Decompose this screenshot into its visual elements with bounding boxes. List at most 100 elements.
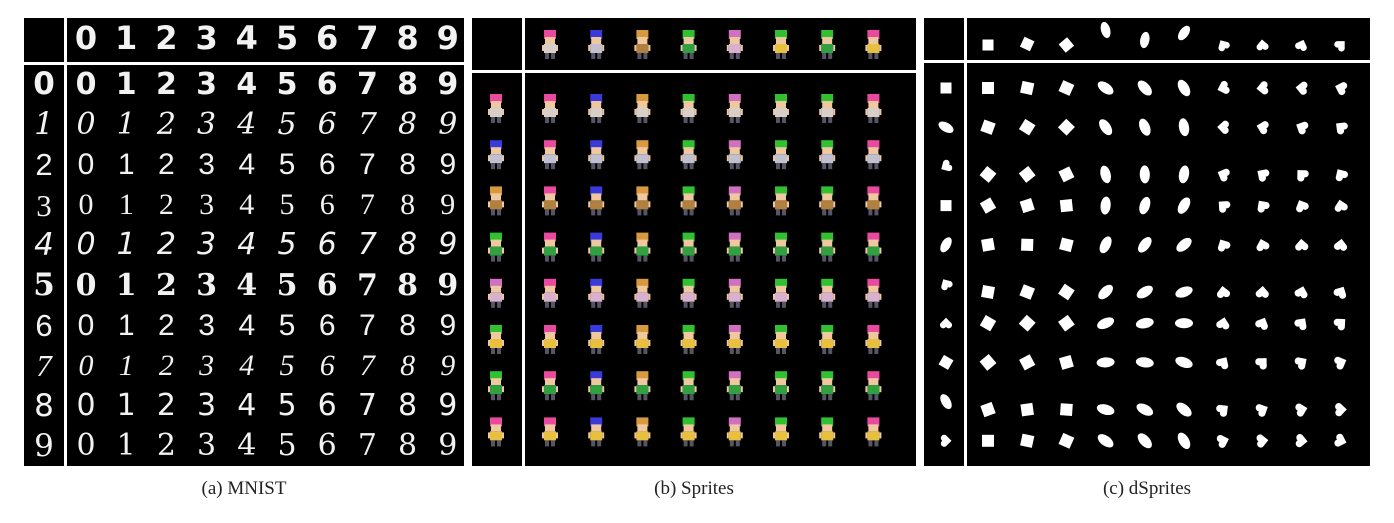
mnist-generated-digit: 7 xyxy=(357,428,377,464)
dsprite-square-icon xyxy=(1020,433,1035,448)
mnist-generated-digit: 0 xyxy=(77,147,95,181)
mnist-generated-digit: 2 xyxy=(155,66,177,102)
dsprite-heart-icon xyxy=(1335,169,1349,182)
dsprite-heart-icon xyxy=(1256,81,1269,95)
dsprite-ellipse-icon xyxy=(1098,284,1113,300)
dsprite-ellipse-icon xyxy=(1178,165,1190,184)
dsprite-square-icon xyxy=(981,285,995,299)
pixel-character-icon xyxy=(634,140,651,170)
pixel-character-icon xyxy=(588,278,605,308)
mnist-generated-digit: 1 xyxy=(118,188,134,222)
pixel-character-icon xyxy=(542,232,558,262)
pixel-character-icon xyxy=(680,186,697,216)
pixel-character-icon xyxy=(542,30,558,59)
dsprite-square-icon xyxy=(1057,118,1075,136)
dsprite-square-icon xyxy=(1020,80,1035,96)
pixel-character-icon xyxy=(726,94,743,123)
mnist-generated-digit: 0 xyxy=(78,188,94,222)
dsprite-ellipse-icon xyxy=(1099,119,1113,136)
dsprite-square-icon xyxy=(1059,199,1073,213)
mnist-generated-digit: 7 xyxy=(357,227,377,263)
mnist-generated-digit: 0 xyxy=(75,267,97,303)
dsprite-heart-icon xyxy=(1255,404,1268,417)
mnist-generated-digit: 4 xyxy=(239,188,255,222)
dsprite-ellipse-icon xyxy=(1135,357,1154,368)
mnist-generated-digit: 9 xyxy=(440,348,456,382)
dsprite-square-icon xyxy=(938,354,954,370)
mnist-generated-digit: 8 xyxy=(397,267,419,303)
mnist-header-digit: 6 xyxy=(316,19,339,58)
pixel-character-icon xyxy=(588,140,605,170)
pixel-character-icon xyxy=(488,417,504,447)
dsprite-ellipse-icon xyxy=(940,394,952,410)
dsprite-square-icon xyxy=(980,401,996,418)
mnist-generated-digit: 5 xyxy=(279,188,295,222)
dsprite-heart-icon xyxy=(1335,82,1348,96)
dsprite-ellipse-icon xyxy=(1099,236,1112,254)
mnist-generated-digit: 8 xyxy=(399,147,416,181)
mnist-generated-digit: 0 xyxy=(75,66,97,102)
dsprite-square-icon xyxy=(1059,403,1073,417)
mnist-generated-digit: 6 xyxy=(317,106,337,142)
pixel-character-icon xyxy=(488,186,504,216)
pixel-character-icon xyxy=(588,94,605,123)
pixel-character-icon xyxy=(773,325,789,354)
dsprite-square-icon xyxy=(979,315,997,332)
dsprite-ellipse-icon xyxy=(1137,237,1152,253)
pixel-character-icon xyxy=(726,371,743,401)
mnist-generated-digit: 6 xyxy=(317,388,337,424)
dsprite-heart-icon xyxy=(1218,201,1231,213)
pixel-character-icon xyxy=(680,325,697,354)
pixel-character-icon xyxy=(819,94,836,123)
dsprite-square-icon xyxy=(979,165,997,183)
mnist-generated-digit: 9 xyxy=(438,106,458,142)
mnist-generated-digit: 2 xyxy=(158,147,175,181)
pixel-character-icon xyxy=(773,94,789,123)
pixel-character-icon xyxy=(488,232,504,262)
mnist-generated-digit: 4 xyxy=(239,348,255,382)
mnist-generated-digit: 9 xyxy=(438,227,458,263)
mnist-header-digit: 4 xyxy=(235,19,258,58)
mnist-generated-digit: 2 xyxy=(156,227,176,263)
dsprites-panel xyxy=(924,18,1370,466)
mnist-generated-digit: 7 xyxy=(356,66,378,102)
dsprite-heart-icon xyxy=(1334,433,1347,447)
dsprite-heart-icon xyxy=(941,159,953,172)
dsprite-heart-icon xyxy=(1334,356,1347,370)
mnist-generated-digit: 7 xyxy=(357,106,377,142)
mnist-generated-digit: 1 xyxy=(115,66,137,102)
mnist-generated-digit: 1 xyxy=(116,227,136,263)
mnist-generated-digit: 6 xyxy=(317,428,337,464)
pixel-character-icon xyxy=(542,278,558,308)
mnist-header-digit: 0 xyxy=(74,19,98,58)
dsprite-ellipse-icon xyxy=(1096,357,1115,368)
pixel-character-icon xyxy=(773,371,789,401)
dsprite-heart-icon xyxy=(1217,80,1230,94)
dsprite-heart-icon xyxy=(1294,318,1307,331)
pixel-character-icon xyxy=(819,186,836,216)
pixel-character-icon xyxy=(726,232,743,262)
dsprite-heart-icon xyxy=(1334,199,1348,212)
dsprite-ellipse-icon xyxy=(1100,21,1111,39)
pixel-character-icon xyxy=(773,186,789,216)
dsprite-ellipse-icon xyxy=(1097,81,1114,95)
mnist-style-digit: 3 xyxy=(36,187,52,223)
mnist-generated-digit: 3 xyxy=(197,227,217,263)
mnist-generated-digit: 7 xyxy=(357,388,377,424)
mnist-style-digit: 4 xyxy=(34,226,54,263)
dsprite-heart-icon xyxy=(1336,122,1348,135)
mnist-generated-digit: 9 xyxy=(439,308,457,342)
mnist-generated-digit: 0 xyxy=(76,106,96,142)
pixel-character-icon xyxy=(542,186,558,216)
dsprite-ellipse-icon xyxy=(1176,402,1192,417)
dsprite-square-icon xyxy=(1019,284,1036,300)
pixel-character-icon xyxy=(634,417,651,447)
caption-dsprites: (c) dSprites xyxy=(1102,478,1192,499)
dsprite-heart-icon xyxy=(939,317,953,329)
mnist-horizontal-divider xyxy=(24,62,464,65)
pixel-character-icon xyxy=(726,417,743,447)
dsprite-heart-icon xyxy=(1217,168,1230,182)
pixel-character-icon xyxy=(588,417,605,447)
dsprite-heart-icon xyxy=(1294,357,1307,370)
mnist-style-digit: 0 xyxy=(33,65,55,102)
